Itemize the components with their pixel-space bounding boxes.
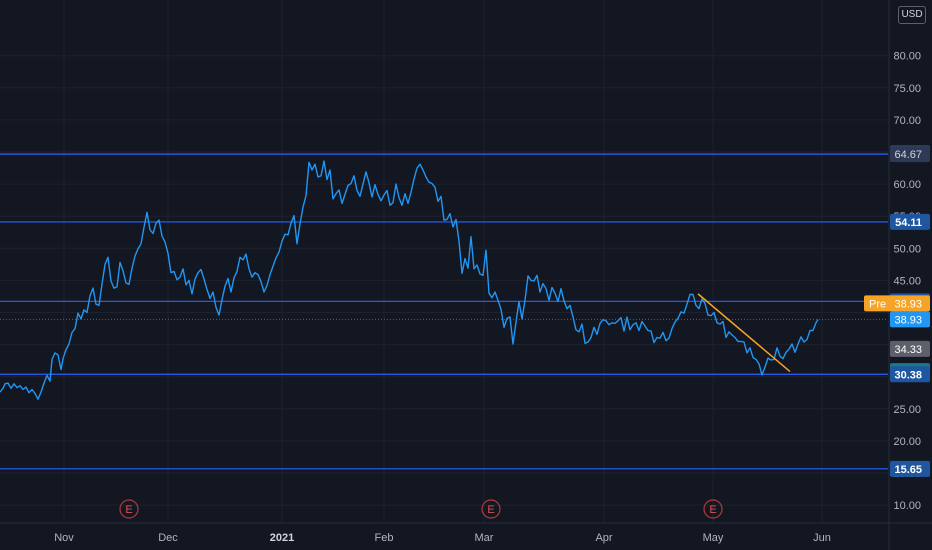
premarket-value: 38.93 — [894, 298, 922, 310]
x-tick-label: Dec — [158, 532, 178, 544]
x-tick-label: 2021 — [270, 532, 294, 544]
y-tick-label: 50.00 — [893, 243, 921, 255]
price-axis-label-bg — [890, 146, 930, 163]
y-tick-label: 45.00 — [893, 275, 921, 287]
earnings-marker-icon[interactable] — [481, 499, 501, 519]
y-tick-label: 60.00 — [893, 179, 921, 191]
premarket-tag: Pre — [869, 298, 886, 310]
y-tick-label: 20.00 — [893, 436, 921, 448]
earnings-marker-label: E — [487, 504, 494, 516]
earnings-marker-icon[interactable] — [703, 499, 723, 519]
y-tick-label: 70.00 — [893, 115, 921, 127]
price-axis-label: 34.33 — [894, 344, 922, 356]
y-tick-label: 75.00 — [893, 83, 921, 95]
y-tick-label: 10.00 — [893, 500, 921, 512]
price-axis-label-bg — [890, 366, 930, 383]
x-tick-label: Nov — [54, 532, 74, 544]
price-axis-label-bg — [890, 213, 930, 230]
y-tick-label: 80.00 — [893, 51, 921, 63]
x-tick-label: Apr — [595, 532, 612, 544]
price-line[interactable] — [0, 160, 819, 400]
x-tick-label: Mar — [475, 532, 494, 544]
earnings-marker-label: E — [709, 504, 716, 516]
x-tick-label: Jun — [813, 532, 831, 544]
earnings-marker-icon[interactable] — [119, 499, 139, 519]
x-tick-label: Feb — [375, 532, 394, 544]
price-axis-label: 15.65 — [894, 464, 922, 476]
price-axis-label: 38.93 — [894, 314, 922, 326]
x-tick-label: May — [703, 532, 724, 544]
y-tick-label: 25.00 — [893, 404, 921, 416]
premarket-label-bg[interactable] — [864, 295, 930, 312]
currency-label[interactable]: USD — [898, 6, 926, 24]
trend-line[interactable] — [697, 293, 791, 373]
price-axis-label-bg — [890, 340, 930, 357]
price-axis-label: 30.38 — [894, 369, 922, 381]
price-axis-label-bg — [890, 460, 930, 477]
earnings-marker-label: E — [125, 504, 132, 516]
price-axis-label: 54.11 — [895, 217, 922, 229]
price-axis-label: 64.67 — [894, 149, 922, 161]
price-axis-label-bg — [890, 311, 930, 328]
